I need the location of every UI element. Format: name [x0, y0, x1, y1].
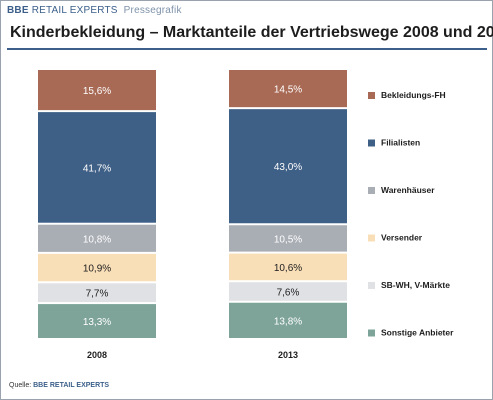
press-graphic-label: Pressegrafik [123, 5, 182, 16]
data-label-2008-2: 10,8% [83, 234, 111, 245]
chart-title: Kinderbekleidung – Marktanteile der Vert… [10, 24, 493, 41]
bar-segment-2008-4 [38, 283, 156, 303]
brand-logo-text: BBE [7, 5, 29, 16]
bar-segment-2008-5 [38, 304, 156, 338]
data-label-2013-0: 14,5% [274, 85, 302, 96]
source-brand: BBE RETAIL EXPERTS [33, 382, 110, 389]
bar-segment-2008-3 [38, 253, 156, 282]
bar-segment-2013-3 [229, 253, 347, 281]
legend-swatch-0 [368, 92, 375, 99]
source-prefix: Quelle: [9, 382, 34, 389]
title-underline [7, 48, 487, 50]
legend-swatch-2 [368, 187, 375, 194]
legend-label-5: Sonstige Anbieter [381, 328, 454, 338]
bar-segment-2013-1 [229, 109, 347, 224]
bar-segment-2013-5 [229, 302, 347, 338]
brand-subtitle: RETAIL EXPERTS [31, 5, 118, 16]
bar-segment-2013-2 [229, 225, 347, 252]
bar-segment-2013-0 [229, 70, 347, 108]
data-label-2013-2: 10,5% [274, 234, 302, 245]
legend-swatch-1 [368, 139, 375, 147]
data-label-2008-3: 10,9% [83, 264, 111, 275]
data-label-2008-0: 15,6% [83, 86, 111, 97]
bar-segment-2008-1 [38, 112, 156, 223]
legend-swatch-5 [368, 329, 375, 337]
data-label-2013-1: 43,0% [274, 162, 302, 173]
source-note: Quelle: BBE RETAIL EXPERTS [9, 382, 109, 389]
data-label-2008-5: 13,3% [83, 317, 111, 328]
x-tick-label-2013: 2013 [278, 350, 298, 360]
data-label-2013-3: 10,6% [274, 263, 302, 274]
legend-label-1: Filialisten [381, 138, 420, 148]
data-label-2008-4: 7,7% [86, 289, 109, 300]
bar-segment-2013-4 [229, 282, 347, 301]
legend-swatch-3 [368, 234, 375, 242]
legend-label-4: SB-WH, V-Märkte [381, 280, 450, 290]
data-label-2013-4: 7,6% [277, 287, 300, 298]
legend-swatch-4 [368, 282, 375, 289]
data-label-2013-5: 13,8% [274, 316, 302, 327]
bar-segment-2008-0 [38, 70, 156, 111]
press-header: BBE RETAIL EXPERTS Pressegrafik [7, 5, 182, 16]
legend-label-3: Versender [381, 233, 423, 243]
bar-segment-2008-2 [38, 224, 156, 252]
data-label-2008-1: 41,7% [83, 163, 111, 174]
legend-label-2: Warenhäuser [381, 185, 435, 195]
legend-label-0: Bekleidungs-FH [381, 90, 446, 100]
x-tick-label-2008: 2008 [87, 350, 107, 360]
